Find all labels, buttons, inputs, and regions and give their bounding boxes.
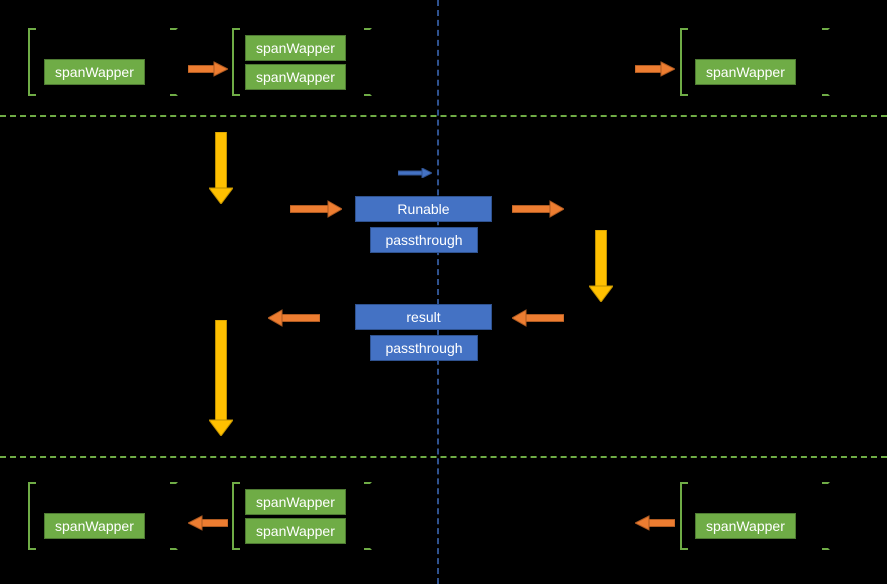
orange-arrow-left-icon	[268, 309, 320, 327]
result-box: result	[355, 304, 492, 330]
gold-arrow-down-icon	[209, 132, 233, 204]
span-wapper-label: spanWapper	[245, 64, 346, 90]
span-wapper-label: spanWapper	[245, 35, 346, 61]
arrow-right-icon	[635, 60, 675, 78]
bracket-left-close	[617, 482, 625, 550]
runable-box: Runable	[355, 196, 492, 222]
span-wapper-label: spanWapper	[245, 489, 346, 515]
small-box	[627, 22, 671, 52]
vertical-guide	[437, 0, 439, 584]
span-wapper-label: spanWapper	[695, 513, 796, 539]
bracket-left-close	[170, 28, 178, 96]
arrow-left-icon	[188, 514, 228, 532]
span-wapper-label: spanWapper	[44, 59, 145, 85]
arrow-left-icon	[635, 514, 675, 532]
orange-arrow-right-icon	[290, 200, 342, 218]
orange-arrow-left-icon	[512, 309, 564, 327]
bracket-left-close	[617, 28, 625, 96]
bracket-right	[680, 482, 688, 550]
bracket-right-close	[822, 28, 830, 96]
span-wapper-label: spanWapper	[245, 518, 346, 544]
small-blue-arrow-icon	[398, 168, 432, 178]
bracket-left	[28, 28, 36, 96]
small-box	[180, 476, 224, 506]
orange-arrow-right-icon	[512, 200, 564, 218]
bracket-right-close	[364, 28, 372, 96]
horizontal-guide-top	[0, 115, 887, 117]
bracket-left-close	[170, 482, 178, 550]
small-box	[627, 476, 671, 506]
passthrough-box: passthrough	[370, 227, 478, 253]
bracket-right	[232, 28, 240, 96]
small-box	[180, 22, 224, 52]
bracket-right	[680, 28, 688, 96]
bracket-left	[28, 482, 36, 550]
bracket-right-close	[364, 482, 372, 550]
bracket-left	[475, 28, 483, 96]
span-wapper-label: spanWapper	[695, 59, 796, 85]
bracket-right-close	[822, 482, 830, 550]
bracket-left	[475, 482, 483, 550]
passthrough-box: passthrough	[370, 335, 478, 361]
gold-arrow-down-icon	[209, 320, 233, 436]
horizontal-guide-bottom	[0, 456, 887, 458]
gold-arrow-down-icon	[589, 230, 613, 302]
span-wapper-label: spanWapper	[44, 513, 145, 539]
arrow-right-icon	[188, 60, 228, 78]
bracket-right	[232, 482, 240, 550]
